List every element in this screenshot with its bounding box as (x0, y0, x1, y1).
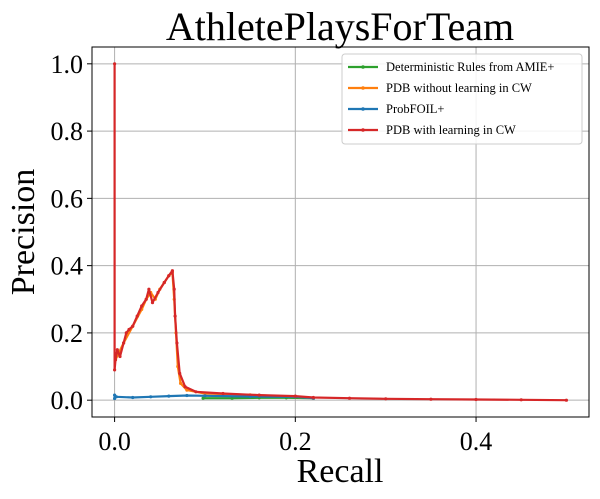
data-point (156, 290, 160, 295)
data-point (113, 358, 118, 362)
legend-marker (361, 128, 365, 132)
data-point (147, 287, 151, 291)
legend-marker (361, 86, 365, 90)
data-point (167, 274, 171, 278)
legend-label: ProbFOIL+ (386, 102, 444, 116)
data-point (183, 385, 187, 389)
legend-box (341, 53, 583, 145)
data-point (113, 62, 117, 66)
data-point (114, 395, 118, 399)
y-tick-label: 0.2 (51, 319, 84, 348)
legend-label: PDB with learning in CW (386, 123, 516, 137)
data-point (203, 394, 207, 398)
x-axis-label: Recall (297, 453, 384, 490)
legend-item: PDB with learning in CW (348, 123, 516, 137)
y-tick-label: 1.0 (51, 50, 84, 79)
data-point (178, 371, 182, 375)
data-point (429, 397, 433, 401)
series-line (113, 63, 567, 402)
y-axis-label: Precision (5, 169, 42, 296)
y-tick-label: 0.6 (51, 184, 84, 213)
x-tick-label: 0.2 (279, 427, 312, 456)
legend-label: PDB without learning in CW (386, 81, 532, 95)
data-point (172, 287, 176, 291)
chart-title: AthletePlaysForTeam (166, 4, 514, 49)
data-point (179, 381, 183, 385)
legend-marker (361, 107, 365, 111)
series-lines (113, 62, 569, 402)
data-point (173, 314, 177, 318)
x-tick-label: 0.4 (460, 427, 493, 456)
y-tick-label: 0.4 (51, 252, 84, 281)
data-point (311, 395, 315, 400)
data-point (185, 388, 189, 392)
data-point (113, 368, 117, 372)
legend: Deterministic Rules from AMIE+ PDB withou… (341, 53, 583, 145)
legend-item: ProbFOIL+ (348, 102, 444, 116)
data-point (131, 324, 135, 328)
series-4 (113, 62, 569, 402)
data-point (257, 393, 261, 397)
y-tick-label: 0.0 (51, 386, 84, 415)
data-point (135, 314, 139, 318)
plot-frame (91, 46, 590, 418)
data-point (293, 394, 297, 398)
data-point (144, 297, 148, 301)
legend-marker (361, 65, 365, 69)
legend-item: PDB without learning in CW (348, 81, 532, 95)
data-point (347, 396, 352, 400)
data-point (131, 395, 135, 400)
data-point (201, 396, 205, 400)
data-point (150, 301, 155, 305)
data-point (124, 331, 128, 335)
x-tick-label: 0.0 (98, 427, 131, 456)
data-point (474, 397, 478, 402)
data-point (185, 393, 189, 398)
data-point (122, 341, 126, 345)
legend-label: Deterministic Rules from AMIE+ (386, 60, 554, 74)
data-point (564, 398, 569, 402)
data-point (118, 354, 122, 359)
data-point (140, 304, 144, 308)
data-point (384, 397, 388, 401)
y-tick-label: 0.8 (51, 117, 84, 146)
legend-item: Deterministic Rules from AMIE+ (348, 60, 554, 74)
data-point (519, 398, 523, 402)
data-point (162, 280, 166, 285)
data-point (127, 327, 131, 332)
axis-ticks: 0.0 0.2 0.4 0.0 0.2 0.4 0.6 0.8 1.0 (51, 50, 493, 456)
data-point (221, 391, 225, 396)
data-point (170, 269, 174, 273)
data-point (194, 390, 198, 394)
data-point (175, 341, 179, 345)
data-point (115, 348, 119, 352)
data-point (149, 395, 153, 399)
data-point (230, 396, 234, 400)
data-point (167, 394, 171, 398)
